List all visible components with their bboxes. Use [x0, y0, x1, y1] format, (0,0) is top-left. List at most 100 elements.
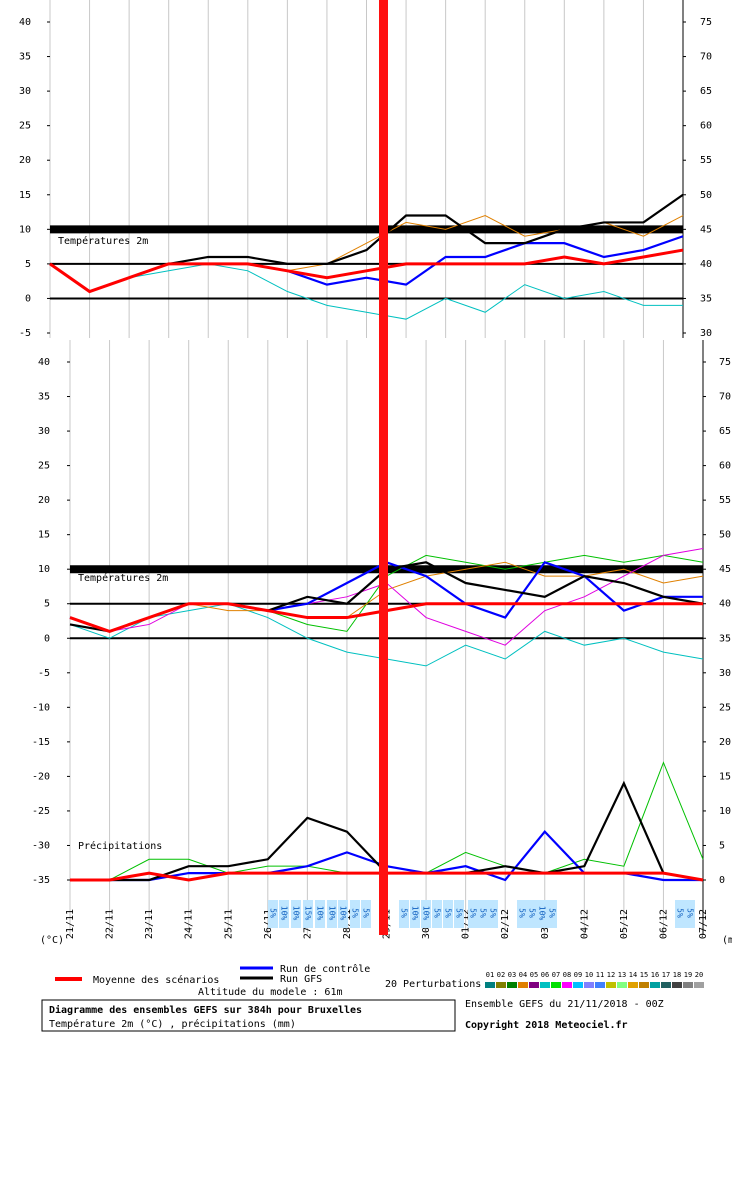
perturbation-code: 10: [585, 971, 593, 979]
perturbation-swatch: [606, 982, 616, 988]
snow-badge: [432, 900, 442, 928]
series-line: [49, 263, 683, 320]
y2-tick-label: 45: [719, 564, 731, 575]
y-tick-label: 40: [19, 17, 31, 28]
title-box: [41, 999, 456, 1032]
snow-badge: [468, 900, 478, 928]
snow-badge: [547, 900, 557, 928]
snow-badge: [315, 900, 325, 928]
y-tick-label: 5: [44, 599, 50, 610]
y2-tick-label: 55: [700, 155, 712, 166]
y2-tick-label: 25: [719, 702, 731, 713]
perturbation-swatch: [485, 982, 495, 988]
snow-badge: [527, 900, 537, 928]
y-tick-label: 35: [38, 392, 50, 403]
y-tick-label: -30: [32, 840, 50, 851]
snow-label: 10%: [316, 906, 325, 921]
y2-tick-label: 30: [719, 668, 731, 679]
y2-tick-label: 40: [700, 259, 712, 270]
snow-badge: [268, 900, 278, 928]
y-tick-label: 40: [38, 357, 50, 368]
perturbation-swatch: [584, 982, 594, 988]
perturbation-swatch: [518, 982, 528, 988]
perturbation-swatch: [540, 982, 550, 988]
snow-label: 5%: [444, 908, 453, 918]
y-tick-label: 10: [19, 224, 31, 235]
snow-label: 10%: [292, 906, 301, 921]
y-tick-label: 30: [19, 86, 31, 97]
snow-label: 5%: [548, 908, 557, 918]
x-tick-label: 07/12: [698, 909, 709, 939]
y2-tick-label: 20: [719, 737, 731, 748]
snow-label: 10%: [411, 906, 420, 921]
snow-label: 10%: [422, 906, 431, 921]
run-info: Ensemble GEFS du 21/11/2018 - 00Z: [465, 999, 664, 1010]
snow-badge: [685, 900, 695, 928]
snow-badge: [279, 900, 289, 928]
snow-badge: [421, 900, 431, 928]
perturbation-code: 11: [596, 971, 604, 979]
x-tick-label: 25/11: [223, 909, 234, 939]
altitude: Altitude du modele : 61m: [198, 987, 343, 998]
panel-label: Précipitations: [78, 840, 162, 852]
subtitle: Température 2m (°C) , précipitations (mm…: [49, 1018, 296, 1030]
panel-label: Températures 2m: [78, 572, 168, 584]
snow-label: 5%: [351, 908, 360, 918]
snow-badge: [443, 900, 453, 928]
perturbation-code: 14: [629, 971, 637, 979]
perturbation-code: 20: [695, 971, 703, 979]
x-tick-label: 22/11: [105, 909, 116, 939]
perturbation-code: 12: [607, 971, 615, 979]
snow-label: 10%: [280, 906, 289, 921]
perturbation-swatch: [694, 982, 704, 988]
snow-badge: [303, 900, 313, 928]
snow-badge: [454, 900, 464, 928]
perturbation-swatch: [496, 982, 506, 988]
snow-badge: [517, 900, 527, 928]
y-tick-label: 30: [38, 426, 50, 437]
x-tick-label: 24/11: [184, 909, 195, 939]
perturbation-code: 09: [574, 971, 582, 979]
y-tick-label: 35: [19, 52, 31, 63]
perturbation-code: 07: [552, 971, 560, 979]
legend-label: Run GFS: [280, 974, 322, 985]
perturbation-swatch: [639, 982, 649, 988]
current-time-marker: [379, 0, 388, 935]
copyright: Copyright 2018 Meteociel.fr: [465, 1019, 628, 1031]
snow-label: 5%: [479, 908, 488, 918]
snow-label: 10%: [328, 906, 337, 921]
x-tick-label: 23/11: [144, 909, 155, 939]
snow-badge: [478, 900, 488, 928]
snow-label: 5%: [433, 908, 442, 918]
y-tick-label: -20: [32, 771, 50, 782]
snow-badge: [488, 900, 498, 928]
perturbation-code: 06: [541, 971, 549, 979]
y2-tick-label: 5: [719, 840, 725, 851]
snow-label: 5%: [455, 908, 464, 918]
y-tick-label: 10: [38, 564, 50, 575]
y2-axis-label: (mm: [722, 935, 732, 946]
perturbation-swatch: [573, 982, 583, 988]
panels: 4035302520151050-57570656055504540353040…: [19, 0, 731, 939]
perturbation-code: 16: [651, 971, 659, 979]
y2-tick-label: 60: [700, 121, 712, 132]
perturbation-swatch: [661, 982, 671, 988]
perturbation-swatch: [628, 982, 638, 988]
x-tick-label: 04/12: [579, 909, 590, 939]
title: Diagramme des ensembles GEFS sur 384h po…: [49, 1004, 362, 1016]
y2-tick-label: 65: [700, 86, 712, 97]
perturbation-swatch: [507, 982, 517, 988]
perturbation-code: 02: [497, 971, 505, 979]
y2-tick-label: 50: [719, 530, 731, 541]
y2-tick-label: 45: [700, 224, 712, 235]
snow-label: 10%: [538, 906, 547, 921]
perturbation-code: 01: [486, 971, 494, 979]
snow-label: 5%: [469, 908, 478, 918]
perturbation-code: 17: [662, 971, 670, 979]
y-tick-label: 20: [19, 155, 31, 166]
y2-tick-label: 70: [719, 392, 731, 403]
snow-badge: [675, 900, 685, 928]
perturbation-swatch: [529, 982, 539, 988]
snow-badge: [291, 900, 301, 928]
